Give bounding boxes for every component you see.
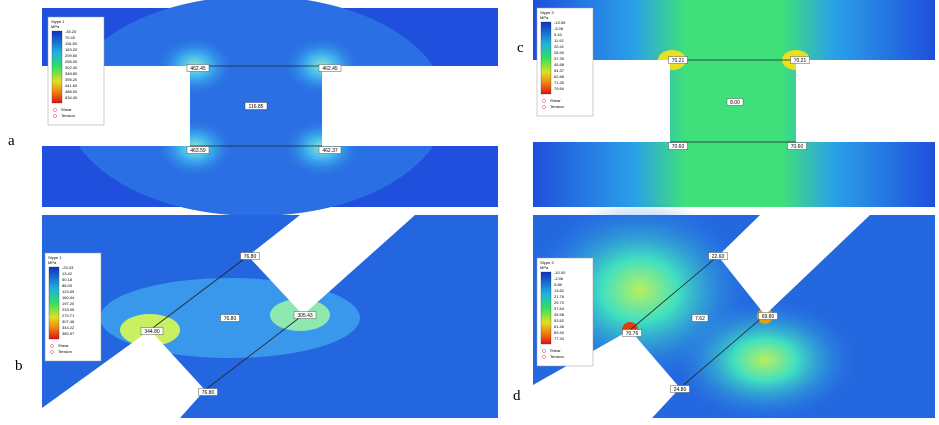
legend-colorbar (541, 272, 551, 344)
panel-label: d (513, 388, 521, 404)
legend-value: 71.35 (554, 80, 565, 85)
legend-value: 380.97 (62, 331, 75, 336)
legend-value: 233.95 (62, 307, 75, 312)
panel-a (42, 0, 498, 216)
legend-value: 209.60 (65, 53, 78, 58)
node-label: 69.80 (762, 314, 775, 320)
legend-value: -23.33 (62, 265, 74, 270)
node-label: 463.59 (190, 148, 206, 154)
legend-key: Tension (550, 104, 564, 109)
legend-value: 45.88 (554, 62, 565, 67)
legend-value: 302.40 (65, 65, 78, 70)
legend-value: 37.64 (554, 306, 565, 311)
legend-value: 256.00 (65, 59, 78, 64)
legend-value: 116.80 (65, 41, 78, 46)
node-label: 76.80 (224, 316, 237, 322)
legend-unit: MPa (540, 265, 549, 270)
legend-unit: MPa (540, 15, 549, 20)
legend-value: 123.69 (62, 289, 75, 294)
legend-value: 488.00 (65, 89, 78, 94)
figure: aStype 1MPa-45.2070.40116.80163.20209.60… (0, 0, 939, 425)
panel-label: a (8, 133, 15, 149)
legend-value: 348.80 (65, 71, 78, 76)
node-label: 462.45 (190, 66, 206, 72)
legend-value: 79.84 (554, 86, 565, 91)
legend-key: Shear (550, 348, 561, 353)
panel-label: c (517, 40, 524, 56)
node-label: 70.60 (791, 144, 804, 150)
legend-value: 5.88 (554, 282, 563, 287)
legend-value: 13.42 (62, 271, 73, 276)
node-label: 76.80 (244, 254, 257, 260)
legend-value: 534.40 (65, 95, 78, 100)
legend-value: 395.20 (65, 77, 78, 82)
legend-value: 70.40 (65, 35, 76, 40)
legend-key: Tension (550, 354, 564, 359)
legend-value: -10.00 (554, 270, 566, 275)
legend-unit: MPa (51, 24, 60, 29)
legend-colorbar (49, 267, 59, 339)
node-label: 7.62 (695, 316, 705, 322)
legend-key: Shear (61, 107, 72, 112)
legend-value: 441.60 (65, 83, 78, 88)
legend-key: Tension (61, 113, 75, 118)
legend-value: 50.18 (62, 277, 73, 282)
node-label: 462.37 (322, 148, 338, 154)
panel-b (42, 215, 498, 418)
legend-value: 307.46 (62, 319, 75, 324)
legend-value: 13.82 (554, 288, 565, 293)
legend-value: 61.46 (554, 324, 565, 329)
legend-value: -5.06 (554, 26, 564, 31)
legend-value: 62.86 (554, 74, 565, 79)
legend-key: Tension (58, 349, 72, 354)
legend-value: 69.40 (554, 330, 565, 335)
legend-value: 37.39 (554, 56, 565, 61)
legend-value: 21.76 (554, 294, 565, 299)
legend-value: -45.20 (65, 29, 77, 34)
legend-unit: MPa (48, 260, 57, 265)
legend-colorbar (541, 22, 551, 94)
legend-value: 270.71 (62, 313, 75, 318)
node-label: 70.76 (626, 331, 639, 337)
legend-value: -2.06 (554, 276, 564, 281)
legend-value: 344.22 (62, 325, 75, 330)
legend-value: 160.44 (62, 295, 75, 300)
legend-key: Shear (58, 343, 69, 348)
legend-value: -13.55 (554, 20, 566, 25)
legend-value: 20.41 (554, 44, 565, 49)
legend-value: 29.70 (554, 300, 565, 305)
node-label: 305.43 (297, 313, 313, 319)
node-label: 24.80 (674, 387, 687, 393)
node-label: 70.21 (794, 58, 807, 64)
legend-value: 163.20 (65, 47, 78, 52)
legend-value: 28.90 (554, 50, 565, 55)
node-label: 76.80 (202, 390, 215, 396)
legend-value: 54.37 (554, 68, 565, 73)
node-label: 70.21 (672, 58, 685, 64)
legend-value: 45.58 (554, 312, 565, 317)
legend-value: 77.34 (554, 336, 565, 341)
panel-label: b (15, 358, 23, 374)
legend-key: Shear (550, 98, 561, 103)
legend-value: 3.43 (554, 32, 563, 37)
node-label: 462.45 (322, 66, 338, 72)
legend-value: 11.92 (554, 38, 564, 43)
legend-value: 86.93 (62, 283, 73, 288)
legend-value: 53.52 (554, 318, 565, 323)
legend-colorbar (52, 31, 62, 103)
node-label: 70.60 (672, 144, 685, 150)
node-label: 344.80 (144, 329, 160, 335)
node-label: 22.60 (712, 254, 725, 260)
legend-value: 197.20 (62, 301, 75, 306)
node-label: 116.85 (249, 104, 264, 110)
node-label: 8.00 (730, 100, 740, 106)
